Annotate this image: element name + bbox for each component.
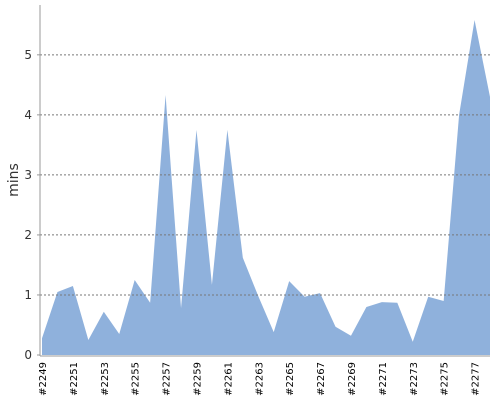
x-tick-label: #2249 [38,362,49,396]
x-tick-label: #2257 [162,362,173,396]
x-tick-label: #2251 [69,362,80,396]
x-tick-label: #2269 [347,362,358,396]
x-tick-label: #2275 [440,362,451,396]
x-tick-label: #2277 [471,362,482,396]
x-tick-label: #2271 [378,362,389,396]
x-tick-label: #2261 [223,362,234,396]
y-tick-label: 3 [24,168,32,182]
y-tick-label: 4 [24,108,32,122]
y-tick-label: 1 [24,288,32,302]
y-tick-label: 5 [24,48,32,62]
x-tick-label: #2255 [131,362,142,396]
y-tick-label: 2 [24,228,32,242]
area [42,20,490,355]
x-tick-label: #2273 [409,362,420,396]
x-tick-label: #2263 [254,362,265,396]
x-tick-label: #2259 [192,362,203,396]
y-axis-title: mins [6,163,22,197]
x-tick-label: #2265 [285,362,296,396]
x-tick-label: #2267 [316,362,327,396]
x-tick-label: #2253 [100,362,111,396]
y-tick-label: 0 [24,348,32,362]
